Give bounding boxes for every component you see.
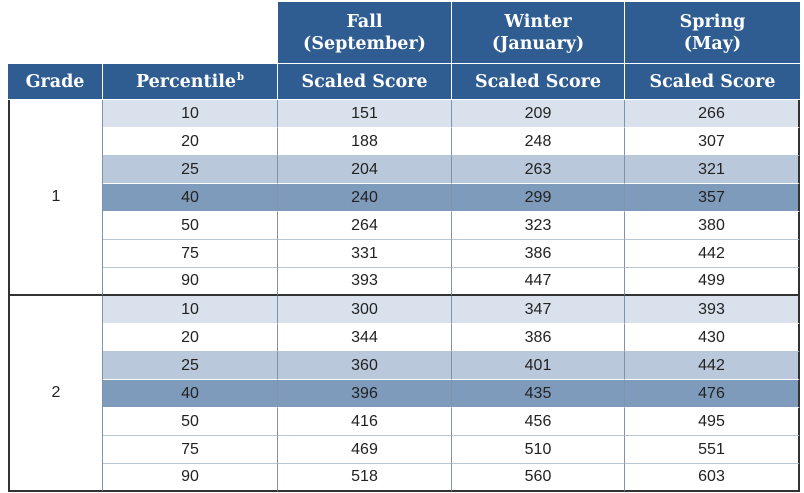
spring-score-cell: 442 <box>625 240 800 268</box>
spring-score-cell: 357 <box>625 184 800 212</box>
season-header-spring: Spring (May) <box>625 2 800 64</box>
column-header-fall-scaled-score: Scaled Score <box>278 64 452 100</box>
spring-score-cell: 393 <box>625 296 800 324</box>
season-name: Spring <box>679 11 746 32</box>
percentile-cell: 50 <box>103 212 278 240</box>
spring-score-cell: 603 <box>625 464 800 492</box>
winter-score-cell: 347 <box>452 296 625 324</box>
column-header-grade: Grade <box>8 64 103 100</box>
spring-score-cell: 321 <box>625 156 800 184</box>
percentile-cell: 10 <box>103 296 278 324</box>
winter-score-cell: 560 <box>452 464 625 492</box>
grade-cell: 1 <box>8 100 103 296</box>
fall-score-cell: 204 <box>278 156 452 184</box>
percentile-cell: 20 <box>103 324 278 352</box>
fall-score-cell: 396 <box>278 380 452 408</box>
season-header-fall: Fall (September) <box>278 2 452 64</box>
winter-score-cell: 456 <box>452 408 625 436</box>
winter-score-cell: 510 <box>452 436 625 464</box>
fall-score-cell: 393 <box>278 268 452 296</box>
spring-score-cell: 307 <box>625 128 800 156</box>
percentile-cell: 25 <box>103 156 278 184</box>
fall-score-cell: 344 <box>278 324 452 352</box>
scaled-score-table: Fall (September) Winter (January) Spring (M… <box>8 2 800 492</box>
fall-score-cell: 264 <box>278 212 452 240</box>
fall-score-cell: 469 <box>278 436 452 464</box>
fall-score-cell: 360 <box>278 352 452 380</box>
winter-score-cell: 248 <box>452 128 625 156</box>
fall-score-cell: 518 <box>278 464 452 492</box>
winter-score-cell: 209 <box>452 100 625 128</box>
winter-score-cell: 435 <box>452 380 625 408</box>
season-header-winter: Winter (January) <box>452 2 625 64</box>
percentile-cell: 75 <box>103 436 278 464</box>
percentile-cell: 10 <box>103 100 278 128</box>
spring-score-cell: 380 <box>625 212 800 240</box>
winter-score-cell: 401 <box>452 352 625 380</box>
spring-score-cell: 430 <box>625 324 800 352</box>
percentile-cell: 40 <box>103 184 278 212</box>
winter-score-cell: 386 <box>452 324 625 352</box>
season-month: (January) <box>491 33 585 54</box>
winter-score-cell: 323 <box>452 212 625 240</box>
season-name: Winter <box>504 11 572 32</box>
column-header-winter-scaled-score: Scaled Score <box>452 64 625 100</box>
spring-score-cell: 495 <box>625 408 800 436</box>
header-blank-grade <box>8 2 103 64</box>
season-month: (May) <box>683 33 742 54</box>
percentile-cell: 20 <box>103 128 278 156</box>
spring-score-cell: 442 <box>625 352 800 380</box>
grade-cell: 2 <box>8 296 103 492</box>
percentile-cell: 90 <box>103 464 278 492</box>
spring-score-cell: 499 <box>625 268 800 296</box>
spring-score-cell: 476 <box>625 380 800 408</box>
winter-score-cell: 447 <box>452 268 625 296</box>
header-blank-percentile <box>103 2 278 64</box>
fall-score-cell: 151 <box>278 100 452 128</box>
season-month: (September) <box>303 33 426 54</box>
percentile-cell: 25 <box>103 352 278 380</box>
fall-score-cell: 188 <box>278 128 452 156</box>
winter-score-cell: 263 <box>452 156 625 184</box>
fall-score-cell: 331 <box>278 240 452 268</box>
percentile-cell: 50 <box>103 408 278 436</box>
percentile-label: Percentile <box>135 71 237 92</box>
fall-score-cell: 300 <box>278 296 452 324</box>
winter-score-cell: 299 <box>452 184 625 212</box>
percentile-cell: 90 <box>103 268 278 296</box>
winter-score-cell: 386 <box>452 240 625 268</box>
column-header-percentile: Percentile b <box>103 64 278 100</box>
fall-score-cell: 416 <box>278 408 452 436</box>
percentile-footnote: b <box>237 72 245 83</box>
percentile-cell: 40 <box>103 380 278 408</box>
spring-score-cell: 551 <box>625 436 800 464</box>
fall-score-cell: 240 <box>278 184 452 212</box>
column-header-spring-scaled-score: Scaled Score <box>625 64 800 100</box>
season-name: Fall <box>346 11 383 32</box>
percentile-cell: 75 <box>103 240 278 268</box>
spring-score-cell: 266 <box>625 100 800 128</box>
